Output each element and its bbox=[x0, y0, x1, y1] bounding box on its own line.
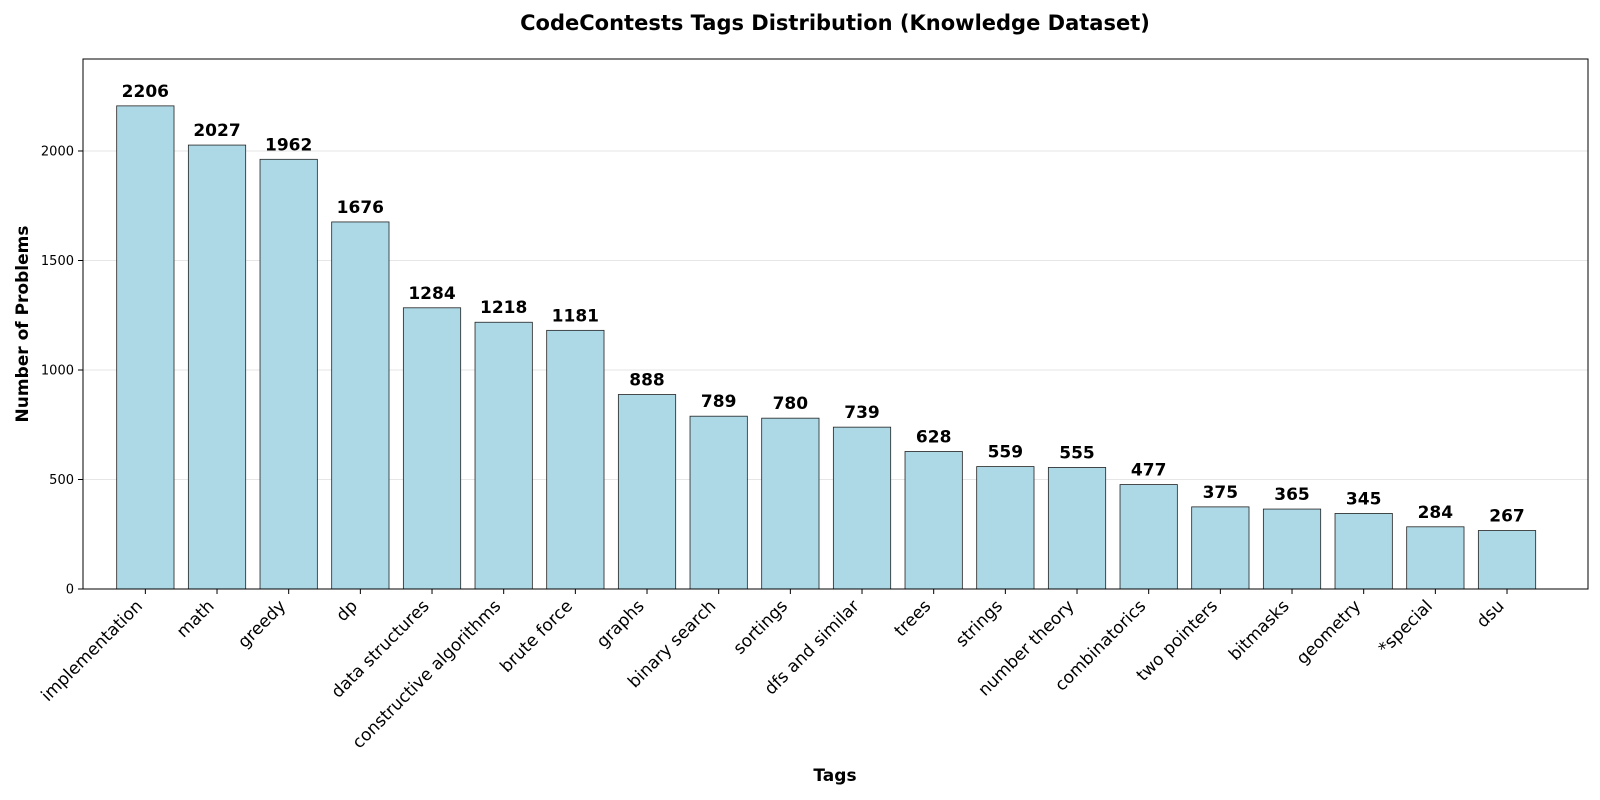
xtick-label-3: dp bbox=[332, 596, 361, 625]
xtick-label-2: greedy bbox=[234, 596, 290, 652]
xtick-label-9: sortings bbox=[730, 596, 792, 658]
value-label-13: 555 bbox=[1059, 443, 1095, 463]
bar-8 bbox=[689, 415, 748, 590]
value-label-11: 628 bbox=[916, 427, 952, 447]
bar-12 bbox=[976, 466, 1035, 590]
bar-9 bbox=[761, 417, 820, 590]
value-label-12: 559 bbox=[988, 443, 1024, 463]
bar-6 bbox=[546, 329, 605, 590]
value-label-17: 345 bbox=[1346, 489, 1382, 509]
bar-13 bbox=[1047, 467, 1107, 590]
value-label-7: 888 bbox=[629, 371, 665, 391]
bar-14 bbox=[1119, 484, 1178, 590]
bar-7 bbox=[617, 394, 677, 590]
value-label-6: 1181 bbox=[552, 306, 599, 326]
value-label-3: 1676 bbox=[337, 198, 384, 218]
bar-2 bbox=[259, 158, 318, 590]
value-label-14: 477 bbox=[1131, 461, 1167, 481]
bar-16 bbox=[1262, 508, 1322, 590]
value-label-16: 365 bbox=[1274, 485, 1310, 505]
bar-5 bbox=[474, 321, 533, 590]
value-label-4: 1284 bbox=[408, 284, 455, 304]
xtick-label-12: strings bbox=[952, 596, 1007, 651]
value-label-10: 739 bbox=[844, 403, 880, 423]
ytick-label-3: 1500 bbox=[41, 254, 74, 269]
value-label-19: 267 bbox=[1489, 507, 1525, 527]
bar-11 bbox=[904, 451, 963, 590]
bar-0 bbox=[116, 105, 175, 590]
value-label-2: 1962 bbox=[265, 135, 312, 155]
xtick-label-17: geometry bbox=[1293, 596, 1365, 668]
xtick-label-16: bitmasks bbox=[1225, 596, 1293, 664]
value-label-18: 284 bbox=[1418, 503, 1454, 523]
bar-10 bbox=[832, 426, 892, 590]
xtick-label-18: *special bbox=[1375, 596, 1437, 658]
value-label-15: 375 bbox=[1203, 483, 1239, 503]
value-label-0: 2206 bbox=[122, 82, 169, 102]
xtick-label-6: brute force bbox=[496, 596, 577, 677]
value-label-5: 1218 bbox=[480, 298, 527, 318]
value-label-8: 789 bbox=[701, 392, 737, 412]
plot-frame bbox=[82, 58, 1589, 590]
xtick-label-19: dsu bbox=[1473, 596, 1509, 632]
bar-4 bbox=[402, 307, 462, 590]
x-axis-label: Tags bbox=[813, 766, 856, 786]
xtick-label-1: math bbox=[173, 596, 219, 642]
xtick-label-0: implementation bbox=[37, 596, 146, 705]
bar-19 bbox=[1477, 530, 1537, 590]
ytick-label-4: 2000 bbox=[41, 144, 74, 159]
xtick-label-11: trees bbox=[891, 596, 936, 641]
xtick-label-5: constructive algorithms bbox=[349, 596, 506, 753]
bar-17 bbox=[1334, 513, 1393, 590]
bar-18 bbox=[1406, 526, 1465, 590]
value-label-1: 2027 bbox=[193, 121, 240, 141]
bars bbox=[116, 105, 1537, 590]
bar-3 bbox=[331, 221, 390, 590]
bar-1 bbox=[187, 144, 247, 590]
value-labels: 2206 2027 1962 1676 1284 1218 1181 888 789 780 739… bbox=[122, 82, 1525, 527]
ytick-label-0: 0 bbox=[66, 583, 74, 598]
bar-15 bbox=[1191, 506, 1250, 590]
ytick-label-2: 1000 bbox=[41, 363, 74, 378]
ytick-label-1: 500 bbox=[49, 473, 74, 488]
value-label-9: 780 bbox=[773, 394, 809, 414]
chart-title: CodeContests Tags Distribution (Knowledg… bbox=[520, 11, 1150, 35]
y-axis-label: Number of Problems bbox=[13, 226, 33, 423]
y-axis: 0 500 1000 1500 2000 bbox=[41, 144, 83, 598]
xtick-label-7: graphs bbox=[593, 596, 649, 652]
